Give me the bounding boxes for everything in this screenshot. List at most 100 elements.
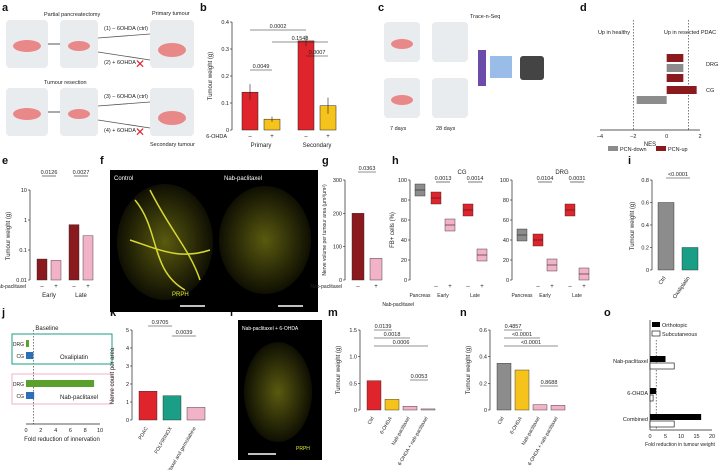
h-y2-tick-label: 60 (503, 218, 509, 224)
i-category: Oxaliplatin (672, 276, 692, 300)
b-pvalue: 0.0002 (270, 24, 287, 30)
o-group-label: Combined (623, 417, 648, 423)
d-bar (636, 96, 667, 104)
i-category: Ctrl (658, 276, 668, 286)
g-bar (351, 213, 365, 281)
g-y-tick-label: 200 (333, 211, 342, 217)
o-tick-label: 15 (693, 434, 699, 440)
pancreas-shape-2 (13, 108, 41, 120)
panel-f-microscopy: Control Nab-paclitaxel PRPH (110, 170, 318, 312)
i-ylabel: Tumour weight (g) (630, 202, 636, 250)
pancreas-shape-3 (68, 41, 90, 51)
k-category: PDAC (138, 426, 150, 441)
i-y-tick-label: 0 (646, 268, 649, 274)
o-bar (649, 420, 675, 428)
k-bar (138, 391, 158, 421)
i-y-tick-label: 0.4 (641, 223, 649, 229)
g-pvalue: 0.0363 (359, 166, 376, 172)
m-bar (402, 406, 418, 411)
o-legend-label: Subcutaneous (662, 332, 697, 338)
k-y-tick-label: 3 (126, 364, 129, 370)
b-y-tick-label: 0.1 (221, 101, 229, 107)
j-tick-label: 10 (97, 428, 103, 434)
g-sign: + (374, 284, 378, 290)
k-y-tick-label: 0 (126, 418, 129, 424)
h-sign: – (536, 284, 540, 290)
e-group: Early (42, 293, 56, 299)
panel-letter-e: e (2, 155, 8, 167)
n-pvalue: 0.4857 (505, 324, 522, 330)
h-group: Late (470, 293, 480, 299)
g-y-tick-label: 300 (333, 178, 342, 184)
o-bar (649, 394, 654, 402)
control-image-label: Control (114, 176, 133, 182)
secondary-tumour-label: Secondary tumour (150, 142, 195, 148)
m-bar (384, 399, 400, 411)
k-y-tick-label: 2 (126, 382, 129, 388)
h-sign: – (434, 284, 438, 290)
j-category: DRG (13, 382, 24, 388)
b-sign: – (248, 134, 252, 140)
panel-letter-j: j (1, 307, 5, 319)
n-ylabel: Tumour weight (g) (466, 346, 472, 394)
o-tick-label: 5 (664, 434, 667, 440)
d-bar (666, 54, 684, 62)
b-sign: – (304, 134, 308, 140)
d-category: CG (706, 88, 714, 94)
m-category: Ctrl (367, 416, 376, 426)
arrow-line-4 (97, 51, 151, 61)
tissue-nab-paclitaxel (219, 186, 311, 294)
panel-letter-m: m (328, 307, 338, 319)
m-ylabel: Tumour weight (g) (336, 346, 342, 394)
d-legend-label: PCN-up (668, 147, 688, 153)
m-bar (366, 380, 382, 411)
e-sign: + (86, 284, 90, 290)
arrow-line-5 (97, 101, 151, 107)
pancreas-shape-4 (68, 109, 90, 119)
g-y-tick-label: 0 (339, 278, 342, 284)
panel-letter-h: h (392, 155, 399, 167)
n-y-tick-label: 0.4 (479, 355, 487, 361)
i-y-tick-label: 0.8 (641, 178, 649, 184)
g-ylabel: Nerve volume per tumour area (µm³/µm²) (322, 184, 328, 276)
o-xlabel: Fold reduction in tumour weight (645, 442, 715, 448)
panel-c-schematic: Trace-n-Seq 7 days 28 days (384, 14, 544, 132)
e-group: Late (75, 293, 87, 299)
j-xlabel: Fold reduction of innervation (24, 437, 100, 443)
g-treatment: Nab-paclitaxel (310, 284, 342, 290)
b-y-tick-label: 0.3 (221, 47, 229, 53)
e-bar (68, 224, 80, 281)
d-legend-swatch (608, 146, 618, 151)
n-y-tick-label: 0 (484, 408, 487, 414)
g-sign: – (356, 284, 360, 290)
h-pvalue: 0.0031 (569, 176, 586, 182)
e-y-tick-label: 0.01 (16, 278, 27, 284)
panel-letter-i: i (628, 155, 631, 167)
m-y-tick-label: 0 (354, 408, 357, 414)
b-y-tick-label: 0.2 (221, 74, 229, 80)
n-bar (550, 405, 566, 411)
panel-letter-o: o (604, 307, 611, 319)
tumour-shape-2 (158, 111, 186, 125)
k-y-tick-label: 4 (126, 346, 129, 352)
e-sign: – (40, 284, 44, 290)
cross-mark-2: ✕ (135, 125, 145, 139)
e-bar (36, 258, 48, 281)
b-treatment: 6-OHDA (206, 134, 227, 140)
n-y-tick-label: 0.6 (479, 328, 487, 334)
b-pvalue: 0.0007 (309, 50, 326, 56)
k-pvalue: 0.9705 (152, 320, 169, 326)
b-y-tick-label: 0 (226, 128, 229, 134)
procedure-label-bottom: Tumour resection (44, 80, 87, 86)
h-y2-tick-label: 100 (500, 178, 509, 184)
panel-letter-c: c (378, 2, 384, 14)
arrow-line-3 (97, 33, 151, 39)
o-tick-label: 20 (709, 434, 715, 440)
combined-image-label: Nab-paclitaxel + 6-OHDA (242, 326, 299, 332)
m-pvalue: 0.0006 (393, 340, 410, 346)
i-bar (657, 202, 675, 271)
g-bar (369, 258, 383, 281)
e-pvalue: 0.0027 (73, 170, 90, 176)
e-bar (82, 235, 94, 281)
